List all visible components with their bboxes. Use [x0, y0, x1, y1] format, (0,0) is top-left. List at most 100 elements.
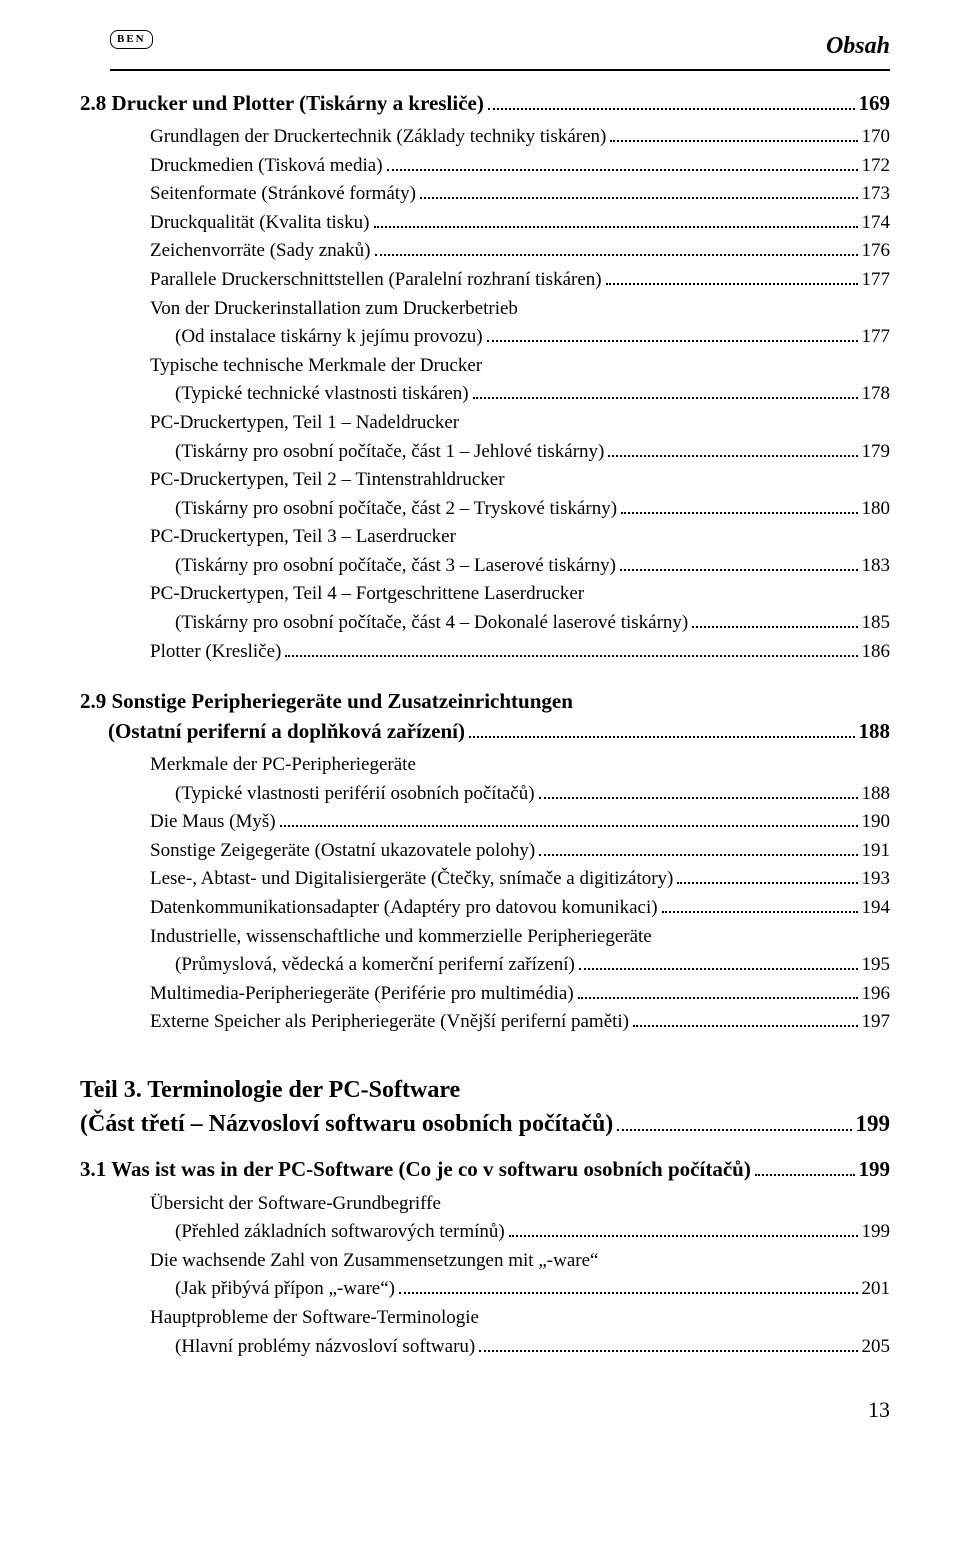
teil-3-subtitle: (Část třetí – Názvosloví softwaru osobní… — [80, 1108, 613, 1142]
toc-entry: (Tiskárny pro osobní počítače, část 1 – … — [110, 439, 890, 466]
page-section-label: Obsah — [826, 30, 890, 64]
toc-label: (Přehled základních softwarových termínů… — [175, 1219, 505, 1246]
toc-page: 179 — [862, 439, 891, 466]
toc-page: 178 — [862, 381, 891, 408]
toc-label: Sonstige Zeigegeräte (Ostatní ukazovatel… — [150, 838, 535, 865]
toc-dots — [375, 254, 858, 256]
toc-entry: (Průmyslová, vědecká a komerční perifern… — [110, 952, 890, 979]
toc-page: 172 — [862, 153, 891, 180]
section-3-1-title: 3.1 Was ist was in der PC-Software (Co j… — [80, 1155, 751, 1184]
logo-text: BEN — [117, 33, 146, 45]
toc-page: 188 — [862, 781, 891, 808]
toc-entry: (Tiskárny pro osobní počítače, část 3 – … — [110, 553, 890, 580]
toc-entry: Die Maus (Myš)190 — [110, 809, 890, 836]
section-2-8-entries: Grundlagen der Druckertechnik (Základy t… — [110, 124, 890, 665]
toc-dots — [488, 108, 855, 110]
toc-dots — [539, 797, 858, 799]
toc-label: Druckqualität (Kvalita tisku) — [150, 210, 370, 237]
toc-label: Seitenformate (Stránkové formáty) — [150, 181, 416, 208]
toc-entry: (Hlavní problémy názvosloví softwaru) 205 — [110, 1334, 890, 1361]
toc-dots — [608, 455, 857, 457]
toc-page: 193 — [862, 866, 891, 893]
toc-dots — [579, 968, 858, 970]
toc-dots — [280, 825, 858, 827]
section-page: 199 — [859, 1155, 891, 1184]
teil-3-title: Teil 3. Terminologie der PC-Software — [80, 1074, 890, 1108]
toc-entry-line1: Von der Druckerinstallation zum Druckerb… — [110, 296, 890, 323]
toc-label: Parallele Druckerschnittstellen (Paralel… — [150, 267, 602, 294]
toc-entry: (Typické technické vlastnosti tiskáren) 1… — [110, 381, 890, 408]
toc-label: (Od instalace tiskárny k jejímu provozu) — [175, 324, 483, 351]
section-3-1-title-row: 3.1 Was ist was in der PC-Software (Co j… — [80, 1155, 890, 1184]
toc-dots — [633, 1025, 857, 1027]
toc-page: 205 — [862, 1334, 891, 1361]
toc-dots — [399, 1292, 858, 1294]
header-divider — [110, 69, 890, 71]
section-page: 169 — [859, 89, 891, 118]
toc-page: 174 — [862, 210, 891, 237]
section-2-8-title: 2.8 Drucker und Plotter (Tiskárny a kres… — [80, 89, 890, 122]
toc-entry: (Typické vlastnosti periférií osobních p… — [110, 781, 890, 808]
toc-dots — [387, 169, 858, 171]
toc-dots — [677, 882, 857, 884]
toc-entry: Externe Speicher als Peripheriegeräte (V… — [110, 1009, 890, 1036]
toc-entry-line1: PC-Druckertypen, Teil 4 – Fortgeschritte… — [110, 581, 890, 608]
toc-label: (Průmyslová, vědecká a komerční perifern… — [175, 952, 575, 979]
toc-label: (Jak přibývá přípon „-ware“) — [175, 1276, 395, 1303]
toc-page: 185 — [862, 610, 891, 637]
toc-dots — [610, 140, 857, 142]
toc-entry: Grundlagen der Druckertechnik (Základy t… — [110, 124, 890, 151]
section-2-9-entries: Merkmale der PC-Peripheriegeräte(Typické… — [110, 752, 890, 1036]
toc-label: Die Maus (Myš) — [150, 809, 276, 836]
toc-dots — [509, 1235, 858, 1237]
page-header-row: BEN Obsah — [110, 30, 890, 64]
toc-dots — [620, 569, 858, 571]
section-2-9-title-l2: (Ostatní periferní a doplňková zařízení) — [108, 717, 465, 746]
toc-entry: (Od instalace tiskárny k jejímu provozu)… — [110, 324, 890, 351]
toc-dots — [692, 626, 857, 628]
toc-entry: Plotter (Kresliče) 186 — [110, 639, 890, 666]
toc-page: 186 — [862, 639, 891, 666]
toc-entry: Parallele Druckerschnittstellen (Paralel… — [110, 267, 890, 294]
toc-page: 180 — [862, 496, 891, 523]
toc-page: 195 — [862, 952, 891, 979]
toc-entry: Zeichenvorräte (Sady znaků)176 — [110, 238, 890, 265]
toc-entry-line1: PC-Druckertypen, Teil 1 – Nadeldrucker — [110, 410, 890, 437]
toc-label: (Hlavní problémy názvosloví softwaru) — [175, 1334, 475, 1361]
toc-entry-line1: Hauptprobleme der Software-Terminologie — [110, 1305, 890, 1332]
toc-dots — [606, 283, 858, 285]
toc-label: (Tiskárny pro osobní počítače, část 3 – … — [175, 553, 616, 580]
toc-entry: (Jak přibývá přípon „-ware“)201 — [110, 1276, 890, 1303]
toc-label: Plotter (Kresliče) — [150, 639, 281, 666]
toc-page: 191 — [862, 838, 891, 865]
toc-label: (Tiskárny pro osobní počítače, část 1 – … — [175, 439, 604, 466]
toc-label: (Typické vlastnosti periférií osobních p… — [175, 781, 535, 808]
logo-main: BEN — [110, 30, 153, 49]
teil-3-page: 199 — [856, 1108, 891, 1140]
toc-dots — [473, 397, 858, 399]
section-3-1-entries: Übersicht der Software-Grundbegriffe(Pře… — [110, 1191, 890, 1361]
toc-label: Externe Speicher als Peripheriegeräte (V… — [150, 1009, 629, 1036]
toc-entry-line1: Die wachsende Zahl von Zusammensetzungen… — [110, 1248, 890, 1275]
toc-label: (Typické technické vlastnosti tiskáren) — [175, 381, 469, 408]
toc-dots — [755, 1174, 855, 1176]
toc-dots — [539, 854, 857, 856]
section-page: 188 — [859, 717, 891, 746]
toc-page: 196 — [862, 981, 891, 1008]
section-title-text: 2.8 Drucker und Plotter (Tiskárny a kres… — [80, 89, 484, 118]
toc-dots — [374, 226, 858, 228]
toc-dots — [617, 1129, 851, 1131]
toc-page: 194 — [862, 895, 891, 922]
toc-label: Datenkommunikationsadapter (Adaptéry pro… — [150, 895, 658, 922]
toc-dots — [578, 997, 858, 999]
toc-entry-line1: Typische technische Merkmale der Drucker — [110, 353, 890, 380]
toc-dots — [662, 911, 858, 913]
toc-label: Druckmedien (Tisková media) — [150, 153, 383, 180]
toc-dots — [469, 736, 855, 738]
toc-entry: Sonstige Zeigegeräte (Ostatní ukazovatel… — [110, 838, 890, 865]
page-number: 13 — [110, 1395, 890, 1426]
toc-page: 177 — [862, 324, 891, 351]
toc-page: 183 — [862, 553, 891, 580]
toc-dots — [487, 340, 858, 342]
toc-entry: Druckqualität (Kvalita tisku) 174 — [110, 210, 890, 237]
